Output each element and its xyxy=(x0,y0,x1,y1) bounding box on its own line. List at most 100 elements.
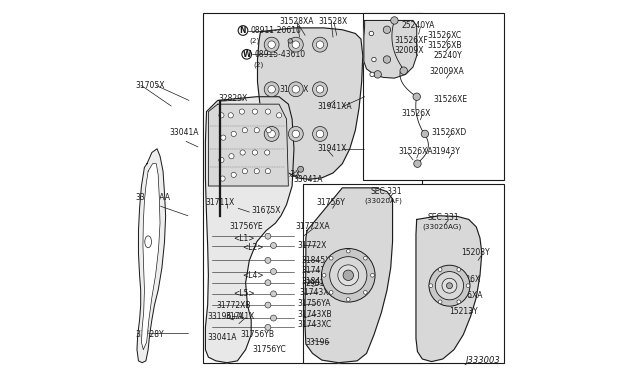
Circle shape xyxy=(276,113,282,118)
Text: 31772XA: 31772XA xyxy=(296,222,330,231)
Circle shape xyxy=(371,273,374,277)
Circle shape xyxy=(330,256,333,260)
Text: 32009X: 32009X xyxy=(394,46,424,55)
Circle shape xyxy=(268,130,275,138)
Text: (2): (2) xyxy=(250,38,260,44)
Text: 31943Y: 31943Y xyxy=(431,147,460,156)
Circle shape xyxy=(413,160,421,167)
Circle shape xyxy=(252,150,257,155)
Text: 31711X: 31711X xyxy=(205,198,235,207)
Circle shape xyxy=(271,291,276,297)
Text: 31526X: 31526X xyxy=(401,109,431,118)
Circle shape xyxy=(442,278,457,293)
Circle shape xyxy=(457,300,461,304)
Bar xyxy=(303,184,504,363)
Text: 31741X: 31741X xyxy=(226,312,255,321)
Circle shape xyxy=(266,128,271,133)
Text: (2): (2) xyxy=(253,62,263,68)
Circle shape xyxy=(219,157,224,163)
Text: 25240YA: 25240YA xyxy=(402,21,435,30)
Circle shape xyxy=(316,86,324,93)
Circle shape xyxy=(312,37,328,52)
Circle shape xyxy=(435,272,463,300)
Text: (33020AF): (33020AF) xyxy=(365,198,403,204)
Circle shape xyxy=(321,248,375,302)
Text: 33041A: 33041A xyxy=(293,175,323,184)
Circle shape xyxy=(266,169,271,174)
Polygon shape xyxy=(141,164,160,350)
Text: 31528XA: 31528XA xyxy=(279,17,314,26)
Circle shape xyxy=(289,82,303,97)
Circle shape xyxy=(322,273,326,277)
Circle shape xyxy=(268,41,275,48)
Text: 31756YD: 31756YD xyxy=(219,111,253,120)
Circle shape xyxy=(268,86,275,93)
Circle shape xyxy=(254,169,259,174)
Circle shape xyxy=(298,166,303,172)
Text: 31941XA: 31941XA xyxy=(317,102,351,110)
Ellipse shape xyxy=(145,236,152,248)
Circle shape xyxy=(316,41,324,48)
Circle shape xyxy=(364,256,367,260)
Circle shape xyxy=(254,128,259,133)
Text: 33196+A: 33196+A xyxy=(207,312,243,321)
Text: 31526XC: 31526XC xyxy=(428,31,462,40)
Polygon shape xyxy=(305,188,392,363)
Text: 31756YB: 31756YB xyxy=(240,330,274,339)
Text: (33020AG): (33020AG) xyxy=(422,224,461,230)
Text: 31756YA: 31756YA xyxy=(298,299,331,308)
Text: 31526XA: 31526XA xyxy=(398,147,433,156)
Circle shape xyxy=(265,302,271,308)
Bar xyxy=(363,13,504,180)
Text: 31743XC: 31743XC xyxy=(298,320,332,329)
Polygon shape xyxy=(205,97,294,363)
Text: 31743XB: 31743XB xyxy=(298,310,332,319)
Text: 31829X: 31829X xyxy=(219,128,248,137)
Circle shape xyxy=(289,126,303,141)
Text: <L2>: <L2> xyxy=(242,243,264,252)
Text: 31941X: 31941X xyxy=(317,144,346,153)
Circle shape xyxy=(264,37,279,52)
Circle shape xyxy=(265,280,271,286)
Circle shape xyxy=(220,176,225,181)
Circle shape xyxy=(292,41,300,48)
Circle shape xyxy=(390,17,398,24)
Circle shape xyxy=(231,131,236,137)
Circle shape xyxy=(243,169,248,174)
Text: 31756YE: 31756YE xyxy=(229,222,263,231)
Text: 31715X: 31715X xyxy=(279,85,308,94)
Circle shape xyxy=(221,135,226,140)
Circle shape xyxy=(271,243,276,248)
Text: 31772X: 31772X xyxy=(298,241,327,250)
Circle shape xyxy=(252,109,257,114)
Circle shape xyxy=(372,57,376,62)
Text: 33196: 33196 xyxy=(306,338,330,347)
Text: W: W xyxy=(243,50,251,59)
Polygon shape xyxy=(416,216,482,362)
Text: 08911-20610: 08911-20610 xyxy=(250,26,301,35)
Circle shape xyxy=(457,268,461,272)
Text: 31526XF: 31526XF xyxy=(394,36,428,45)
Circle shape xyxy=(421,130,429,138)
Circle shape xyxy=(330,291,333,294)
Text: SEC.331: SEC.331 xyxy=(370,187,402,196)
Text: 33041A: 33041A xyxy=(170,128,199,137)
Circle shape xyxy=(289,37,303,52)
Circle shape xyxy=(264,126,279,141)
Circle shape xyxy=(265,324,271,330)
Circle shape xyxy=(271,315,276,321)
Circle shape xyxy=(346,249,350,253)
Text: 15208Y: 15208Y xyxy=(461,248,490,257)
Circle shape xyxy=(369,31,374,36)
Circle shape xyxy=(242,49,252,59)
Text: 31705X: 31705X xyxy=(136,81,165,90)
Circle shape xyxy=(429,265,470,306)
Text: <L5>: <L5> xyxy=(234,289,255,298)
Circle shape xyxy=(466,284,470,288)
Text: SEC.331: SEC.331 xyxy=(428,213,460,222)
Circle shape xyxy=(292,86,300,93)
Circle shape xyxy=(364,291,367,294)
Circle shape xyxy=(219,113,224,118)
Circle shape xyxy=(264,150,270,155)
Text: 08915-43610: 08915-43610 xyxy=(254,50,305,59)
